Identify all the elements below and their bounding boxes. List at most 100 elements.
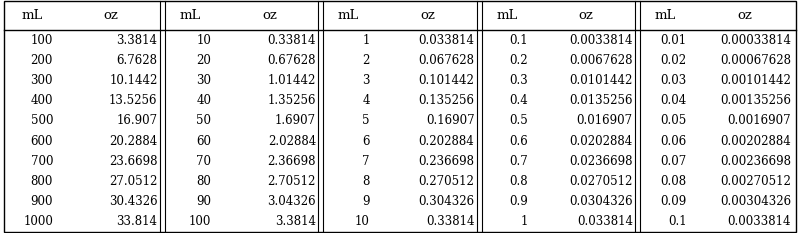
Text: 3: 3 [362, 74, 370, 87]
Text: 600: 600 [30, 135, 53, 148]
Text: 0.0304326: 0.0304326 [569, 195, 633, 208]
Text: 0.09: 0.09 [660, 195, 686, 208]
Text: 6.7628: 6.7628 [117, 54, 158, 67]
Text: 2.36698: 2.36698 [267, 155, 316, 168]
Text: 0.101442: 0.101442 [418, 74, 474, 87]
Text: mL: mL [654, 9, 676, 22]
Text: 1.01442: 1.01442 [268, 74, 316, 87]
Text: 2.02884: 2.02884 [268, 135, 316, 148]
Text: 0.00236698: 0.00236698 [720, 155, 791, 168]
Text: 13.5256: 13.5256 [109, 94, 158, 107]
Text: 30: 30 [197, 74, 211, 87]
Text: 10: 10 [355, 215, 370, 228]
Text: 20: 20 [197, 54, 211, 67]
Text: 50: 50 [197, 114, 211, 127]
Text: 4: 4 [362, 94, 370, 107]
Text: 0.01: 0.01 [661, 34, 686, 47]
Text: 70: 70 [197, 155, 211, 168]
Text: 200: 200 [30, 54, 53, 67]
Text: 0.0101442: 0.0101442 [570, 74, 633, 87]
Text: 0.0236698: 0.0236698 [570, 155, 633, 168]
Text: 0.02: 0.02 [661, 54, 686, 67]
Text: 300: 300 [30, 74, 53, 87]
Text: 0.07: 0.07 [660, 155, 686, 168]
Text: 0.05: 0.05 [660, 114, 686, 127]
Text: 6: 6 [362, 135, 370, 148]
Text: 1.6907: 1.6907 [275, 114, 316, 127]
Text: 700: 700 [30, 155, 53, 168]
Text: oz: oz [262, 9, 277, 22]
Text: 0.08: 0.08 [661, 175, 686, 188]
Text: 400: 400 [30, 94, 53, 107]
Text: 100: 100 [30, 34, 53, 47]
Text: 0.00202884: 0.00202884 [721, 135, 791, 148]
Text: 2.70512: 2.70512 [268, 175, 316, 188]
Text: 0.2: 0.2 [510, 54, 528, 67]
Text: 0.03: 0.03 [660, 74, 686, 87]
Text: 20.2884: 20.2884 [110, 135, 158, 148]
Text: 0.135256: 0.135256 [418, 94, 474, 107]
Text: mL: mL [338, 9, 359, 22]
Text: oz: oz [103, 9, 118, 22]
Text: 0.8: 0.8 [510, 175, 528, 188]
Text: 2: 2 [362, 54, 370, 67]
Text: 0.6: 0.6 [510, 135, 528, 148]
Text: 0.067628: 0.067628 [418, 54, 474, 67]
Text: 30.4326: 30.4326 [109, 195, 158, 208]
Text: 23.6698: 23.6698 [109, 155, 158, 168]
Text: 8: 8 [362, 175, 370, 188]
Text: oz: oz [578, 9, 594, 22]
Text: mL: mL [179, 9, 201, 22]
Text: 0.0033814: 0.0033814 [728, 215, 791, 228]
Text: 1: 1 [362, 34, 370, 47]
Text: 0.202884: 0.202884 [418, 135, 474, 148]
Text: 0.0135256: 0.0135256 [570, 94, 633, 107]
Text: 0.67628: 0.67628 [267, 54, 316, 67]
Text: mL: mL [21, 9, 42, 22]
Text: 0.9: 0.9 [510, 195, 528, 208]
Text: 0.3: 0.3 [510, 74, 528, 87]
Text: 0.236698: 0.236698 [418, 155, 474, 168]
Text: 27.0512: 27.0512 [110, 175, 158, 188]
Text: 100: 100 [189, 215, 211, 228]
Text: 0.00135256: 0.00135256 [720, 94, 791, 107]
Text: 900: 900 [30, 195, 53, 208]
Text: 1000: 1000 [23, 215, 53, 228]
Text: 0.0202884: 0.0202884 [570, 135, 633, 148]
Text: 0.5: 0.5 [510, 114, 528, 127]
Text: oz: oz [420, 9, 435, 22]
Text: 1: 1 [521, 215, 528, 228]
Text: 10: 10 [197, 34, 211, 47]
Text: 0.16907: 0.16907 [426, 114, 474, 127]
Text: 0.270512: 0.270512 [418, 175, 474, 188]
Text: 0.00101442: 0.00101442 [720, 74, 791, 87]
Text: 0.1: 0.1 [510, 34, 528, 47]
Text: 3.3814: 3.3814 [117, 34, 158, 47]
Text: 0.0016907: 0.0016907 [727, 114, 791, 127]
Text: 5: 5 [362, 114, 370, 127]
Text: 0.7: 0.7 [510, 155, 528, 168]
Text: 0.4: 0.4 [510, 94, 528, 107]
Text: 0.016907: 0.016907 [577, 114, 633, 127]
Text: 0.00270512: 0.00270512 [720, 175, 791, 188]
Text: 80: 80 [197, 175, 211, 188]
Text: 800: 800 [30, 175, 53, 188]
Text: 33.814: 33.814 [117, 215, 158, 228]
Text: 0.0270512: 0.0270512 [570, 175, 633, 188]
Text: 0.0067628: 0.0067628 [570, 54, 633, 67]
Text: 0.04: 0.04 [660, 94, 686, 107]
Text: 90: 90 [197, 195, 211, 208]
Text: 16.907: 16.907 [117, 114, 158, 127]
Text: 0.1: 0.1 [668, 215, 686, 228]
Text: 0.0033814: 0.0033814 [570, 34, 633, 47]
Text: oz: oz [737, 9, 752, 22]
Text: 60: 60 [197, 135, 211, 148]
Text: 0.00033814: 0.00033814 [720, 34, 791, 47]
Text: 0.00067628: 0.00067628 [720, 54, 791, 67]
Text: 0.33814: 0.33814 [267, 34, 316, 47]
Text: 0.33814: 0.33814 [426, 215, 474, 228]
Text: 0.033814: 0.033814 [418, 34, 474, 47]
Text: mL: mL [496, 9, 518, 22]
Text: 500: 500 [30, 114, 53, 127]
Text: 1.35256: 1.35256 [267, 94, 316, 107]
